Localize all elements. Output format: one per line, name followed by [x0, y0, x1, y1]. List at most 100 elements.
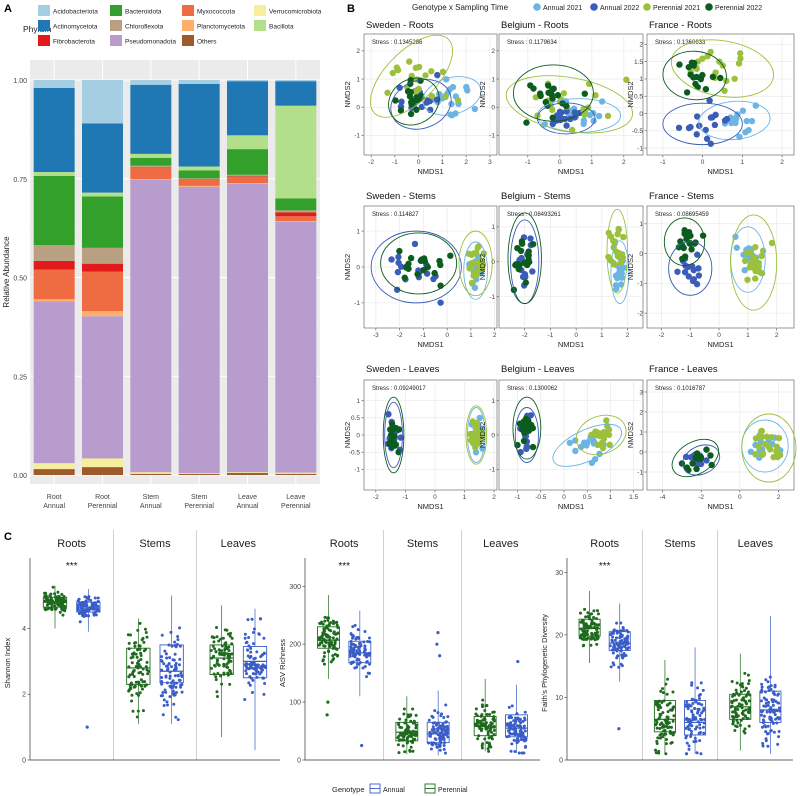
point	[536, 90, 544, 97]
jitter-point	[698, 731, 702, 735]
bar-segment-bacteroidota	[130, 157, 172, 166]
jitter-point	[164, 690, 168, 694]
x-tick-label: 0	[717, 332, 721, 339]
point	[598, 439, 606, 447]
point	[723, 115, 731, 123]
point	[473, 425, 480, 432]
point	[681, 253, 689, 260]
point	[423, 99, 430, 106]
jitter-point	[693, 706, 697, 710]
jitter-point	[760, 725, 764, 729]
bar-segment-actinomycetota	[130, 84, 172, 154]
jitter-point	[397, 723, 401, 727]
jitter-point	[131, 709, 135, 713]
jitter-point	[405, 724, 409, 728]
jitter-point	[325, 633, 329, 637]
jitter-point	[95, 607, 99, 611]
jitter-point	[737, 702, 741, 706]
confidence-ellipse	[384, 401, 403, 469]
x-tick-line: Annual	[237, 503, 259, 510]
jitter-point	[226, 652, 230, 656]
point	[395, 259, 402, 266]
legend-swatch	[182, 20, 194, 31]
jitter-point	[250, 691, 254, 695]
jitter-point	[336, 631, 340, 635]
jitter-point	[261, 663, 265, 667]
jitter-point	[492, 732, 496, 736]
jitter-point	[404, 732, 408, 736]
jitter-point	[664, 737, 668, 741]
nmds-panel: Belgium - Roots -1 0 1 2 -1 0 1 2 NMDS1 NMDS2 Stres…	[478, 20, 644, 176]
point	[407, 254, 415, 262]
jitter-point	[733, 728, 737, 732]
jitter-point	[766, 744, 770, 748]
jitter-point	[140, 687, 144, 691]
jitter-point	[700, 703, 704, 707]
jitter-point	[211, 644, 215, 648]
jitter-point	[485, 703, 489, 707]
jitter-point	[170, 644, 174, 648]
point	[476, 414, 483, 422]
bar-segment-verrucomicrobiota	[178, 473, 220, 474]
jitter-point	[760, 699, 764, 703]
jitter-point	[735, 681, 739, 685]
jitter-point	[165, 664, 169, 668]
jitter-point	[350, 633, 354, 637]
facet-label: Roots	[57, 538, 86, 550]
jitter-point	[487, 749, 491, 753]
point	[466, 265, 473, 272]
jitter-point	[442, 736, 446, 740]
jitter-point	[731, 722, 735, 726]
legend-label: Annual 2021	[543, 5, 582, 12]
point	[707, 114, 715, 121]
box	[159, 644, 184, 684]
point	[744, 276, 751, 283]
y-tick-label: 20	[555, 632, 563, 639]
jitter-point	[60, 592, 64, 596]
jitter-point	[246, 654, 250, 658]
jitter-point	[747, 706, 751, 710]
point	[527, 82, 534, 89]
y-tick-label: 100	[289, 700, 301, 707]
point	[693, 452, 701, 460]
jitter-point	[254, 672, 258, 676]
jitter-point	[582, 621, 586, 625]
y-tick-label: 0	[639, 111, 643, 118]
jitter-point	[356, 657, 360, 661]
jitter-point	[251, 678, 255, 682]
jitter-point	[666, 710, 670, 714]
outlier-point	[325, 713, 329, 717]
jitter-point	[689, 729, 693, 733]
jitter-point	[262, 636, 266, 640]
jitter-point	[171, 689, 175, 693]
jitter-point	[747, 724, 751, 728]
point	[605, 431, 613, 439]
jitter-point	[219, 674, 223, 678]
jitter-point	[317, 643, 321, 647]
x-tick-label: 1	[441, 159, 445, 166]
jitter-point	[661, 723, 665, 727]
box	[126, 647, 151, 685]
jitter-point	[589, 637, 593, 641]
jitter-point	[58, 610, 62, 614]
jitter-point	[765, 732, 769, 736]
jitter-point	[764, 730, 768, 734]
jitter-point	[438, 739, 442, 743]
point	[521, 259, 529, 266]
x-tick-label: -1	[392, 159, 398, 166]
jitter-point	[592, 636, 596, 640]
point	[755, 443, 762, 450]
point	[439, 68, 447, 76]
jitter-point	[136, 648, 140, 652]
point	[680, 244, 687, 252]
bar-segment-bacillota	[275, 105, 317, 199]
point	[619, 254, 627, 261]
jitter-point	[48, 602, 52, 606]
jitter-point	[223, 642, 227, 646]
bar-segment-acidobacteriota	[130, 80, 172, 85]
jitter-point	[144, 630, 148, 634]
x-axis-title: NMDS1	[558, 167, 584, 176]
jitter-point	[174, 645, 178, 649]
jitter-point	[174, 715, 178, 719]
point	[677, 238, 684, 245]
